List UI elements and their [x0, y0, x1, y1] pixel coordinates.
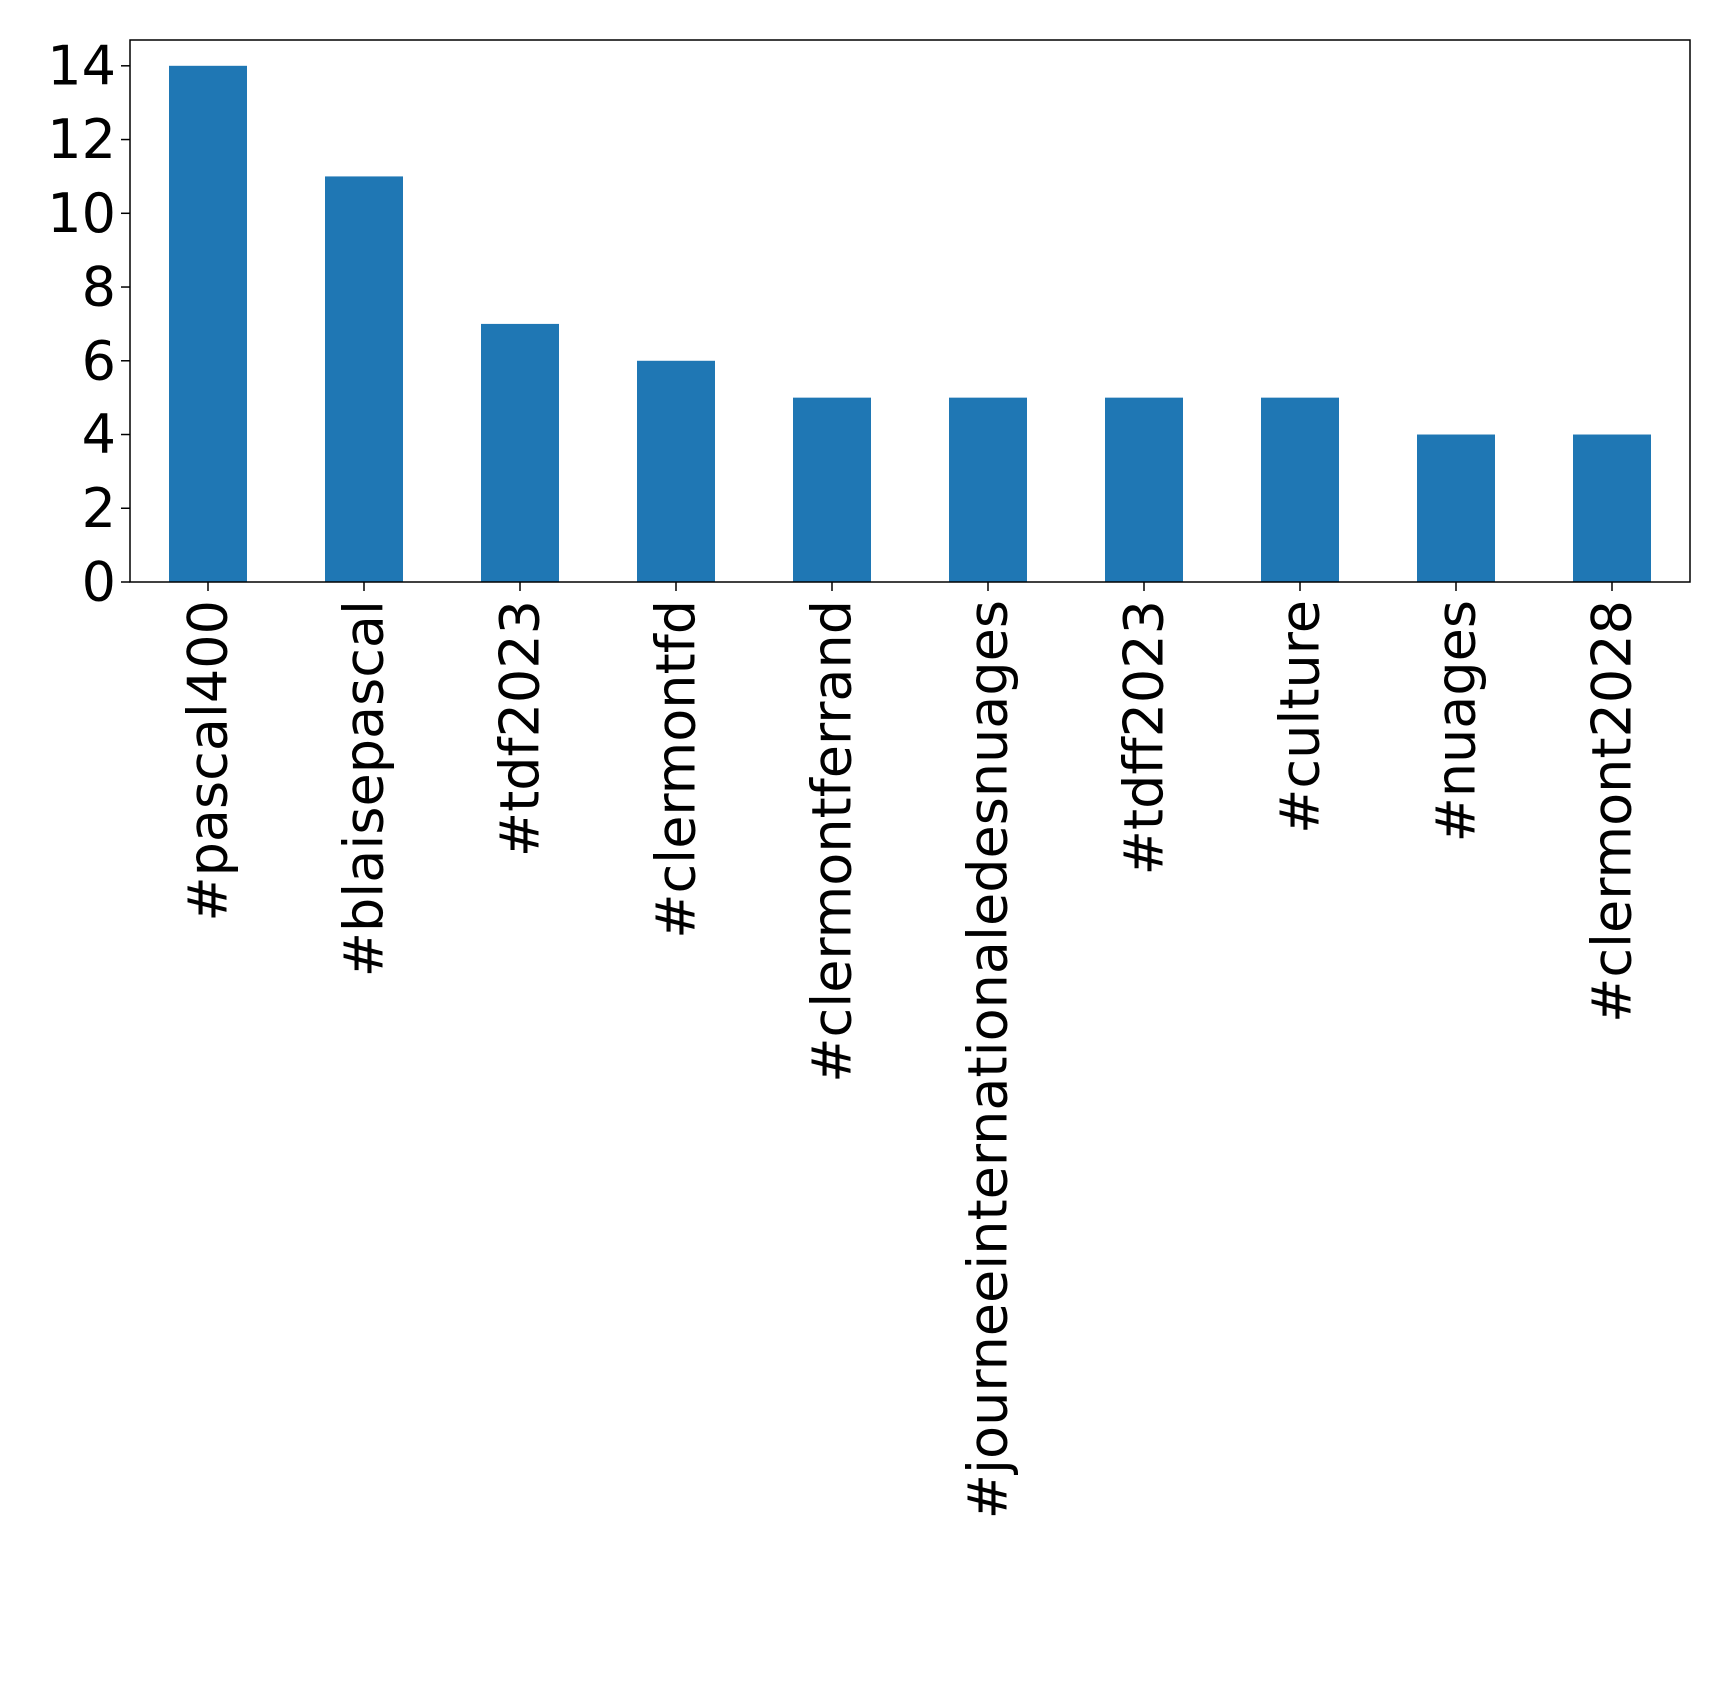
x-tick-label: #tdf2023	[489, 600, 552, 857]
bar	[1417, 434, 1495, 582]
x-axis: #pascal400 #blaisepascal #tdf2023 #clermont…	[177, 582, 1644, 1519]
y-axis: 0 2 4 6 8 10 12 14	[47, 34, 130, 614]
y-tick-label: 10	[47, 182, 116, 245]
bar	[637, 360, 715, 582]
x-tick-label: #journeeinternationaledesnuages	[957, 600, 1020, 1519]
y-tick-label: 8	[82, 256, 116, 319]
y-tick-label: 12	[47, 108, 116, 171]
x-tick-label: #culture	[1269, 600, 1332, 834]
bar	[1573, 434, 1651, 582]
bar	[1261, 397, 1339, 582]
x-tick-label: #tdff2023	[1113, 600, 1176, 875]
x-tick-label: #nuages	[1425, 600, 1488, 842]
bars-group	[169, 65, 1651, 583]
y-tick-label: 6	[82, 329, 116, 392]
bar	[481, 323, 559, 582]
x-tick-label: #clermontfd	[645, 600, 708, 939]
bar	[793, 397, 871, 582]
bar	[949, 397, 1027, 582]
x-tick-label: #clermontferrand	[801, 600, 864, 1083]
x-tick-label: #clermont2028	[1581, 600, 1644, 1023]
x-tick-label: #blaisepascal	[333, 600, 396, 977]
y-tick-label: 0	[82, 551, 116, 614]
bar	[325, 176, 403, 583]
bar	[1105, 397, 1183, 582]
x-tick-label: #pascal400	[177, 600, 240, 922]
plot-frame	[129, 39, 1691, 583]
y-tick-label: 2	[82, 477, 116, 540]
y-tick-label: 14	[47, 34, 116, 97]
bar	[169, 65, 247, 583]
y-tick-label: 4	[82, 403, 116, 466]
